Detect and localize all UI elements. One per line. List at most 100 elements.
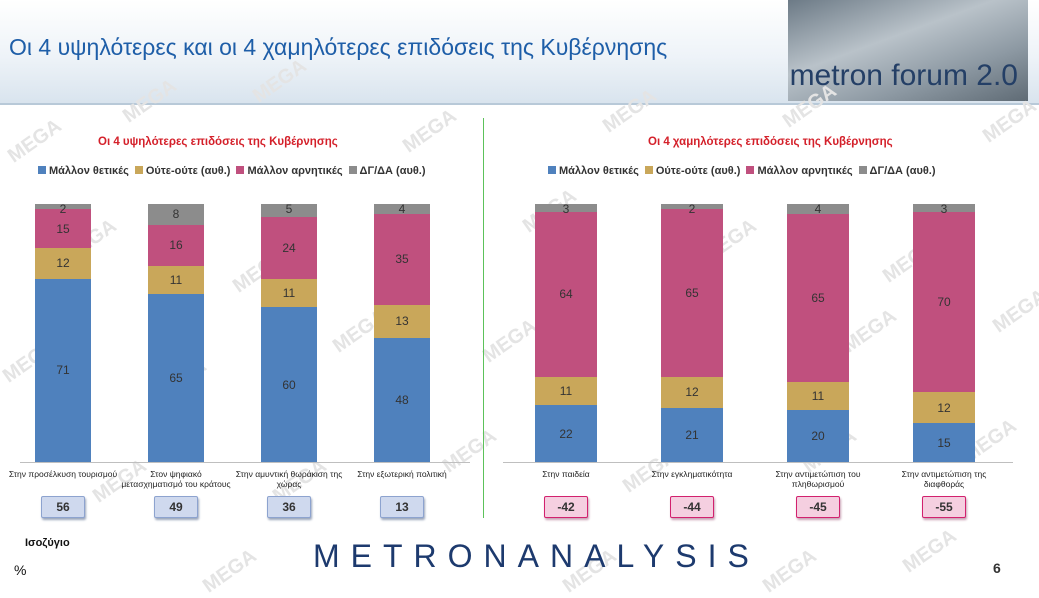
legend-item-negative: Μάλλον αρνητικές xyxy=(236,164,343,179)
balance-value: 36 xyxy=(267,496,311,518)
balance-value: 13 xyxy=(380,496,424,518)
chart-title: Οι 4 χαμηλότερες επιδόσεις της Κυβέρνηση… xyxy=(648,136,893,148)
data-label: 2 xyxy=(59,202,67,216)
balance-value: 49 xyxy=(154,496,198,518)
chart-title: Οι 4 υψηλότερες επιδόσεις της Κυβέρνησης xyxy=(98,136,338,148)
watermark: MEGA xyxy=(988,284,1039,338)
balance-label: Ισοζύγιο xyxy=(25,537,70,549)
data-label: 11 xyxy=(559,384,573,399)
bar-segment-dk xyxy=(787,204,849,215)
legend-swatch xyxy=(38,166,46,174)
data-label: 13 xyxy=(395,314,409,329)
bar-segment-negative xyxy=(661,209,723,377)
bar-segment-negative xyxy=(535,211,597,377)
category-label: Στην προσέλκυση τουρισμού xyxy=(8,469,118,479)
chart-legend: Μάλλον θετικές Ούτε-ούτε (αυθ.) Μάλλον αρν… xyxy=(38,164,468,179)
bar-segment-dk xyxy=(35,204,91,210)
data-label: 12 xyxy=(56,256,70,271)
legend-label: Μάλλον θετικές xyxy=(559,165,639,177)
balance-value: 56 xyxy=(41,496,85,518)
watermark: MEGA xyxy=(198,544,261,598)
legend-label: Ούτε-ούτε (αυθ.) xyxy=(145,165,231,177)
bar-segment-dk xyxy=(374,204,430,215)
bar-segment-positive xyxy=(374,338,430,462)
metronanalysis-brand: METRONANALYSIS xyxy=(313,538,760,574)
data-label: 12 xyxy=(685,385,699,400)
watermark: MEGA xyxy=(898,524,961,578)
bar-segment-neutral xyxy=(261,278,317,308)
data-label: 3 xyxy=(940,202,948,216)
data-label: 2 xyxy=(688,202,696,216)
bar-segment-dk xyxy=(148,204,204,225)
page-number: 6 xyxy=(993,560,1001,576)
data-label: 48 xyxy=(395,393,409,408)
logo-text: metron forum 2.0 xyxy=(789,59,1018,92)
data-label: 11 xyxy=(811,389,825,404)
legend-item-neutral: Ούτε-ούτε (αυθ.) xyxy=(644,164,741,179)
bar-segment-negative xyxy=(148,224,204,266)
legend-item-dk: ΔΓ/ΔΑ (αυθ.) xyxy=(858,164,936,179)
bar-segment-neutral xyxy=(913,392,975,424)
data-label: 35 xyxy=(395,252,409,267)
data-label: 70 xyxy=(937,295,951,310)
legend-label: Ούτε-ούτε (αυθ.) xyxy=(655,165,741,177)
legend-item-positive: Μάλλον θετικές xyxy=(548,164,639,179)
bar-segment-negative xyxy=(913,211,975,393)
header-divider xyxy=(0,103,1039,105)
chart-baseline xyxy=(20,462,470,463)
bar-segment-neutral xyxy=(535,376,597,406)
watermark: MEGA xyxy=(478,314,541,368)
category-label: Στην εγκληματικότητα xyxy=(651,469,733,479)
data-label: 65 xyxy=(169,371,183,386)
chart-divider xyxy=(483,118,484,518)
data-label: 8 xyxy=(172,207,180,222)
balance-value: -42 xyxy=(544,496,588,518)
chart-legend: Μάλλον θετικές Ούτε-ούτε (αυθ.) Μάλλον αρν… xyxy=(548,164,988,179)
data-label: 3 xyxy=(562,202,570,216)
bar-segment-dk xyxy=(661,204,723,210)
bar-segment-neutral xyxy=(35,247,91,279)
legend-swatch xyxy=(548,166,556,174)
data-label: 15 xyxy=(937,435,951,450)
data-label: 11 xyxy=(169,273,183,288)
legend-swatch xyxy=(134,166,143,174)
category-label: Στην αμυντική θωράκιση της χώρας xyxy=(235,469,343,489)
bar-segment-negative xyxy=(787,214,849,382)
bar-segment-negative xyxy=(374,214,430,305)
legend-label: Μάλλον αρνητικές xyxy=(757,165,853,177)
bar-segment-positive xyxy=(35,278,91,462)
bar-segment-neutral xyxy=(787,382,849,411)
data-label: 15 xyxy=(56,221,70,236)
balance-value: -45 xyxy=(796,496,840,518)
category-label: Στην εξωτερική πολιτική xyxy=(357,469,447,479)
category-label: Στην αντιμετώπιση της διαφθοράς xyxy=(901,469,987,489)
bar-segment-neutral xyxy=(148,265,204,295)
legend-item-neutral: Ούτε-ούτε (αυθ.) xyxy=(134,164,231,179)
bar-segment-neutral xyxy=(374,304,430,339)
bar-segment-positive xyxy=(913,423,975,462)
bar-segment-positive xyxy=(148,294,204,462)
data-label: 20 xyxy=(811,429,825,444)
bar-segment-positive xyxy=(261,307,317,462)
watermark: MEGA xyxy=(3,114,66,168)
legend-swatch xyxy=(858,166,867,174)
bar-segment-positive xyxy=(535,405,597,462)
bar-segment-negative xyxy=(261,216,317,279)
bar-segment-dk xyxy=(261,204,317,217)
data-label: 22 xyxy=(559,426,573,441)
legend-label: Μάλλον θετικές xyxy=(49,165,129,177)
data-label: 65 xyxy=(811,291,825,306)
category-label: Στην αντιμετώπιση του πληθωρισμού xyxy=(775,469,861,489)
metron-forum-logo: metron forum 2.0 xyxy=(788,0,1028,101)
data-label: 11 xyxy=(282,286,296,300)
category-label: Στην παιδεία xyxy=(542,469,590,479)
bar-segment-negative xyxy=(35,209,91,248)
watermark: MEGA xyxy=(398,104,461,158)
balance-value: -55 xyxy=(922,496,966,518)
data-label: 12 xyxy=(937,400,951,415)
data-label: 16 xyxy=(169,238,183,253)
data-label: 5 xyxy=(285,202,293,216)
legend-swatch xyxy=(644,166,653,174)
legend-label: Μάλλον αρνητικές xyxy=(247,165,343,177)
balance-value: -44 xyxy=(670,496,714,518)
